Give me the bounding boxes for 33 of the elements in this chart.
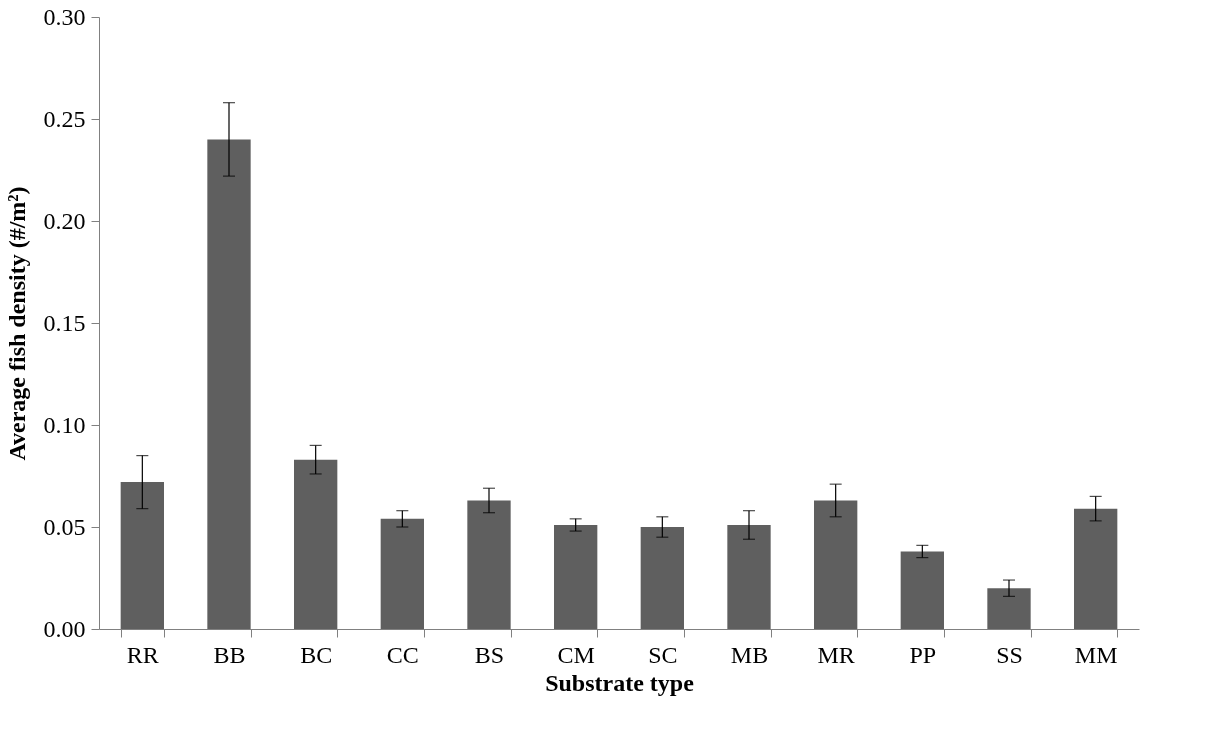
bar bbox=[900, 551, 944, 629]
y-tick-label: 0.20 bbox=[43, 207, 86, 234]
x-tick-label: RR bbox=[126, 641, 159, 668]
bar bbox=[207, 139, 251, 629]
x-tick-label: BB bbox=[213, 641, 246, 668]
y-tick-label: 0.00 bbox=[43, 615, 86, 642]
bar bbox=[380, 518, 424, 629]
y-tick-label: 0.25 bbox=[43, 105, 86, 132]
bar bbox=[727, 524, 771, 629]
bar bbox=[1074, 508, 1118, 629]
x-tick-label: BC bbox=[300, 641, 333, 668]
y-tick-label: 0.15 bbox=[43, 309, 86, 336]
bar bbox=[294, 459, 338, 629]
bar bbox=[814, 500, 858, 629]
x-tick-label: PP bbox=[909, 641, 937, 668]
x-tick-label: CC bbox=[386, 641, 419, 668]
bar bbox=[640, 527, 684, 629]
y-tick-label: 0.05 bbox=[43, 513, 86, 540]
x-tick-label: SC bbox=[648, 641, 678, 668]
y-axis-title: Average fish density (#/m²) bbox=[3, 186, 30, 461]
x-tick-label: CM bbox=[557, 641, 595, 668]
y-tick-label: 0.30 bbox=[43, 3, 86, 30]
x-tick-label: MB bbox=[730, 641, 769, 668]
bar bbox=[467, 500, 511, 629]
y-tick-label: 0.10 bbox=[43, 411, 86, 438]
x-tick-label: MR bbox=[817, 641, 855, 668]
x-axis-title: Substrate type bbox=[545, 669, 695, 696]
bar bbox=[120, 482, 164, 629]
x-tick-label: SS bbox=[996, 641, 1023, 668]
bar bbox=[987, 588, 1031, 629]
x-tick-label: MM bbox=[1074, 641, 1118, 668]
x-tick-label: BS bbox=[474, 641, 505, 668]
bar bbox=[554, 524, 598, 629]
